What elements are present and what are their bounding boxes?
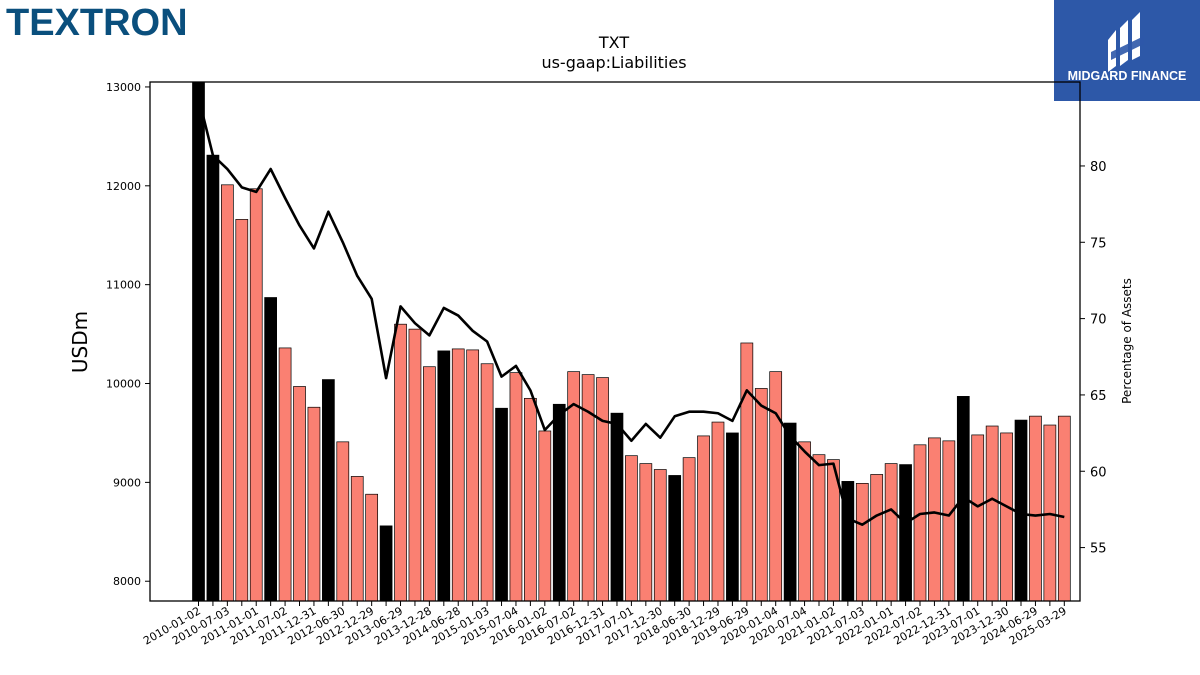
bar-2015-10-03 [524,397,537,602]
bar-2019-06-29 [740,342,754,602]
midgard-logo-icon [1108,12,1144,72]
bar-2021-07-03 [855,483,869,602]
y-axis-label: USDm [68,311,92,373]
y2-tick-label: 75 [1090,236,1107,251]
line-series [197,96,1065,526]
bar-2024-06-29 [1029,415,1042,602]
bar-2011-04-02 [264,297,277,602]
textron-logo: TEXTRON [6,2,188,44]
bar-2023-09-30 [985,425,999,602]
bar-2014-09-27 [466,349,480,602]
bar-2018-12-29 [711,421,725,602]
bar-2010-10-02 [235,219,249,602]
bar-2017-07-01 [625,455,638,602]
bar-2012-03-31 [322,379,335,602]
bar-2016-04-02 [552,403,566,602]
bar-2015-04-04 [495,407,508,602]
bar-2011-07-02 [278,347,292,602]
y2-tick-label: 80 [1090,160,1107,175]
bar-2013-09-28 [408,328,422,602]
bar-2011-01-01 [249,188,263,602]
bar-2012-09-29 [350,476,364,602]
bar-2025-03-29 [1057,415,1071,602]
y2-tick-label: 60 [1090,465,1107,480]
y2-axis-label: Percentage of Assets [1120,278,1134,404]
y2-axis: 55 60 65 70 75 80 [1080,160,1107,557]
y-axis: 8000 9000 10000 11000 12000 13000 [106,81,150,588]
bar-2016-01-02 [538,430,552,602]
y-tick-label: 8000 [113,575,141,588]
y-tick-label: 12000 [106,180,141,193]
y2-tick-label: 65 [1090,389,1107,404]
bar-2021-10-02 [870,474,884,602]
bar-2010-04-03 [206,154,220,602]
bar-2013-12-28 [423,366,436,602]
plot-frame [149,81,1081,602]
y-tick-label: 10000 [106,378,141,391]
bar-2014-06-28 [451,348,465,602]
bar-2013-06-29 [394,323,407,602]
y2-tick-label: 70 [1090,313,1107,328]
bar-2020-04-04 [783,422,797,602]
bar-2017-04-01 [610,412,624,602]
bar-2023-12-30 [1000,432,1013,602]
bar-2023-07-01 [971,434,985,602]
bar-2018-03-31 [668,475,682,602]
bar-2022-04-02 [899,464,912,602]
publisher-name: MIDGARD FINANCE [1067,69,1187,83]
bar-2012-06-30 [336,441,350,602]
bar-2015-01-03 [480,363,494,602]
bar-2014-03-29 [437,350,451,602]
bar-2022-12-31 [942,440,956,602]
bar-2011-10-01 [293,386,306,602]
publisher-badge: MIDGARD FINANCE [1054,0,1200,101]
bar-2015-07-04 [509,372,523,602]
line-percentage-of-assets [197,96,1065,526]
bar-2022-07-02 [913,444,927,602]
bar-2022-10-01 [928,437,941,602]
y-tick-label: 9000 [113,476,141,489]
bar-2019-03-30 [726,432,739,602]
y2-tick-label: 55 [1090,542,1107,557]
bar-2010-07-03 [221,184,234,602]
y-tick-label: 13000 [106,81,141,94]
bar-series [192,81,1071,602]
bar-2017-12-30 [653,469,667,602]
bar-2020-01-04 [769,371,783,602]
bar-2012-12-29 [365,493,379,602]
bar-2017-09-30 [639,463,653,602]
x-axis: 2010-01-022010-07-032011-01-012011-07-02… [141,601,1069,648]
bar-2019-09-28 [754,388,768,602]
bar-2020-10-03 [812,454,826,602]
bar-2018-09-29 [697,435,710,602]
bar-2016-12-31 [596,377,609,602]
bar-2020-07-04 [798,441,811,602]
y-tick-label: 11000 [106,279,141,292]
bar-2022-01-01 [884,463,898,602]
bar-2010-01-02 [192,81,205,602]
bar-2011-12-31 [307,406,321,602]
chart-subtitle: us-gaap:Liabilities [541,53,686,72]
chart-title: TXT [598,33,629,52]
bar-2013-03-30 [379,525,393,602]
bar-2018-06-30 [682,457,696,602]
